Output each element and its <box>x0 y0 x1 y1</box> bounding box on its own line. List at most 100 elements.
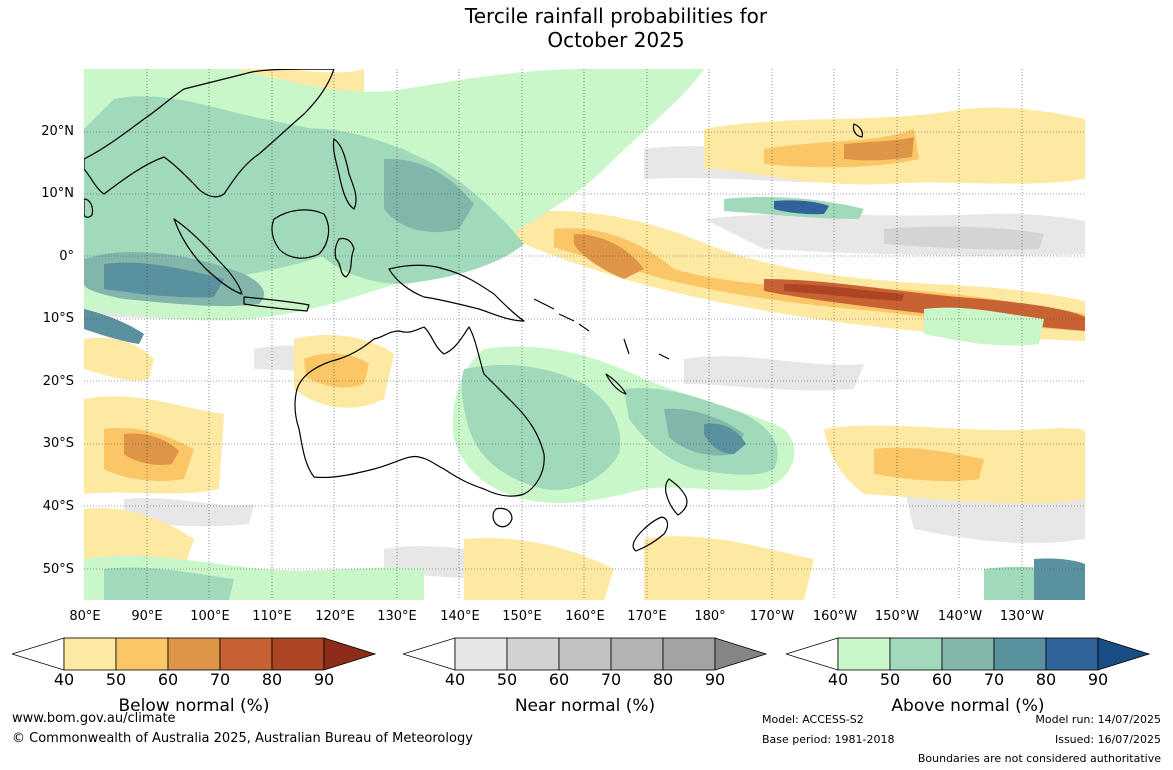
colorbar-below-svg <box>12 637 376 671</box>
lat-label-20n: 20°N <box>41 124 74 139</box>
lat-label-40s: 40°S <box>42 499 74 514</box>
lon-label-180: 180° <box>694 609 726 624</box>
lon-label-130w: 130°W <box>999 609 1045 624</box>
website-link[interactable]: www.bom.gov.au/climate <box>12 711 176 726</box>
base-period: Base period: 1981-2018 <box>762 733 895 746</box>
below-extend-left <box>12 637 65 671</box>
near-swatch-4 <box>610 637 664 671</box>
hawaii-coastline <box>852 123 864 138</box>
near-swatch-2 <box>506 637 560 671</box>
near-tick-60: 60 <box>548 670 570 689</box>
near-swatch-3 <box>558 637 612 671</box>
colorbar-above-svg <box>786 637 1150 671</box>
copyright-text: © Commonwealth of Australia 2025, Austra… <box>12 731 473 746</box>
model-name: Model: ACCESS-S2 <box>762 713 864 726</box>
mainland-asia-coastline <box>84 69 335 198</box>
above-tick-60: 60 <box>931 670 953 689</box>
lat-label-10n: 10°N <box>41 186 74 201</box>
australia-coastline <box>294 326 545 497</box>
lon-label-160w: 160°W <box>812 609 858 624</box>
above-tick-70: 70 <box>983 670 1005 689</box>
above-tick-80: 80 <box>1035 670 1057 689</box>
lon-label-140w: 140°W <box>937 609 983 624</box>
new-zealand-south-island <box>632 516 669 552</box>
below-swatch-3 <box>167 637 221 671</box>
below-swatch-1 <box>63 637 117 671</box>
title-line-1: Tercile rainfall probabilities for <box>464 4 768 28</box>
near-tick-90: 90 <box>704 670 726 689</box>
lon-label-170w: 170°W <box>749 609 795 624</box>
near-swatch-1 <box>454 637 508 671</box>
lon-label-170e: 170°E <box>627 609 667 624</box>
near-tick-80: 80 <box>652 670 674 689</box>
near-swatch-5 <box>662 637 716 671</box>
lat-label-10s: 10°S <box>42 311 74 326</box>
below-normal-regions <box>84 69 1085 600</box>
below-tick-90: 90 <box>313 670 335 689</box>
lat-label-0: 0° <box>59 249 74 264</box>
below-swatch-2 <box>115 637 169 671</box>
vanuatu-fiji <box>623 338 670 360</box>
lat-label-20s: 20°S <box>42 374 74 389</box>
new-caledonia <box>605 373 627 395</box>
below-swatch-5 <box>271 637 325 671</box>
below-normal-title: Below normal (%) <box>118 696 270 716</box>
title-line-2: October 2025 <box>547 28 685 52</box>
issued-date: Issued: 16/07/2025 <box>1054 733 1161 746</box>
below-tick-50: 50 <box>105 670 127 689</box>
near-tick-50: 50 <box>496 670 518 689</box>
sri-lanka-coastline <box>84 198 94 218</box>
lon-label-100e: 100°E <box>190 609 230 624</box>
above-tick-40: 40 <box>827 670 849 689</box>
model-run-date: Model run: 14/07/2025 <box>1035 713 1161 726</box>
java-coastline <box>243 296 310 312</box>
new-guinea-coastline <box>388 264 525 322</box>
above-swatch-3 <box>941 637 995 671</box>
tasmania-coastline <box>492 507 513 528</box>
map-gridlines <box>84 69 1085 600</box>
lon-label-120e: 120°E <box>315 609 355 624</box>
sumatra-coastline <box>173 218 243 295</box>
solomon-islands <box>533 298 590 332</box>
rainfall-probability-map <box>84 69 1085 600</box>
below-tick-40: 40 <box>53 670 75 689</box>
above-swatch-1 <box>837 637 891 671</box>
lon-label-130e: 130°E <box>377 609 417 624</box>
colorbar-near-normal <box>403 637 767 671</box>
lon-label-150w: 150°W <box>874 609 920 624</box>
lon-label-160e: 160°E <box>565 609 605 624</box>
colorbar-above-normal <box>786 637 1150 671</box>
philippines-coastline <box>332 138 357 210</box>
above-swatch-2 <box>889 637 943 671</box>
borneo-coastline <box>271 209 330 259</box>
lon-label-150e: 150°E <box>502 609 542 624</box>
below-tick-80: 80 <box>261 670 283 689</box>
above-extend-right <box>1097 637 1150 671</box>
near-tick-40: 40 <box>444 670 466 689</box>
colorbar-below-normal <box>12 637 376 671</box>
coastlines <box>84 69 864 552</box>
map-svg <box>84 69 1085 600</box>
lon-label-80e: 80°E <box>69 609 101 624</box>
near-extend-right <box>714 637 767 671</box>
above-tick-50: 50 <box>879 670 901 689</box>
map-title: Tercile rainfall probabilities for Octob… <box>0 4 1173 52</box>
above-swatch-4 <box>993 637 1047 671</box>
near-extend-left <box>403 637 456 671</box>
near-normal-title: Near normal (%) <box>514 696 656 716</box>
lon-label-110e: 110°E <box>252 609 292 624</box>
lon-label-140e: 140°E <box>440 609 480 624</box>
sulawesi-coastline <box>334 237 355 278</box>
above-swatch-5 <box>1045 637 1099 671</box>
below-tick-70: 70 <box>209 670 231 689</box>
below-tick-60: 60 <box>157 670 179 689</box>
near-tick-70: 70 <box>600 670 622 689</box>
lon-label-90e: 90°E <box>131 609 163 624</box>
below-swatch-4 <box>219 637 273 671</box>
above-extend-left <box>786 637 839 671</box>
boundaries-disclaimer: Boundaries are not considered authoritat… <box>917 752 1161 765</box>
colorbar-near-svg <box>403 637 767 671</box>
lat-label-30s: 30°S <box>42 436 74 451</box>
above-tick-90: 90 <box>1087 670 1109 689</box>
new-zealand-north-island <box>665 478 688 516</box>
